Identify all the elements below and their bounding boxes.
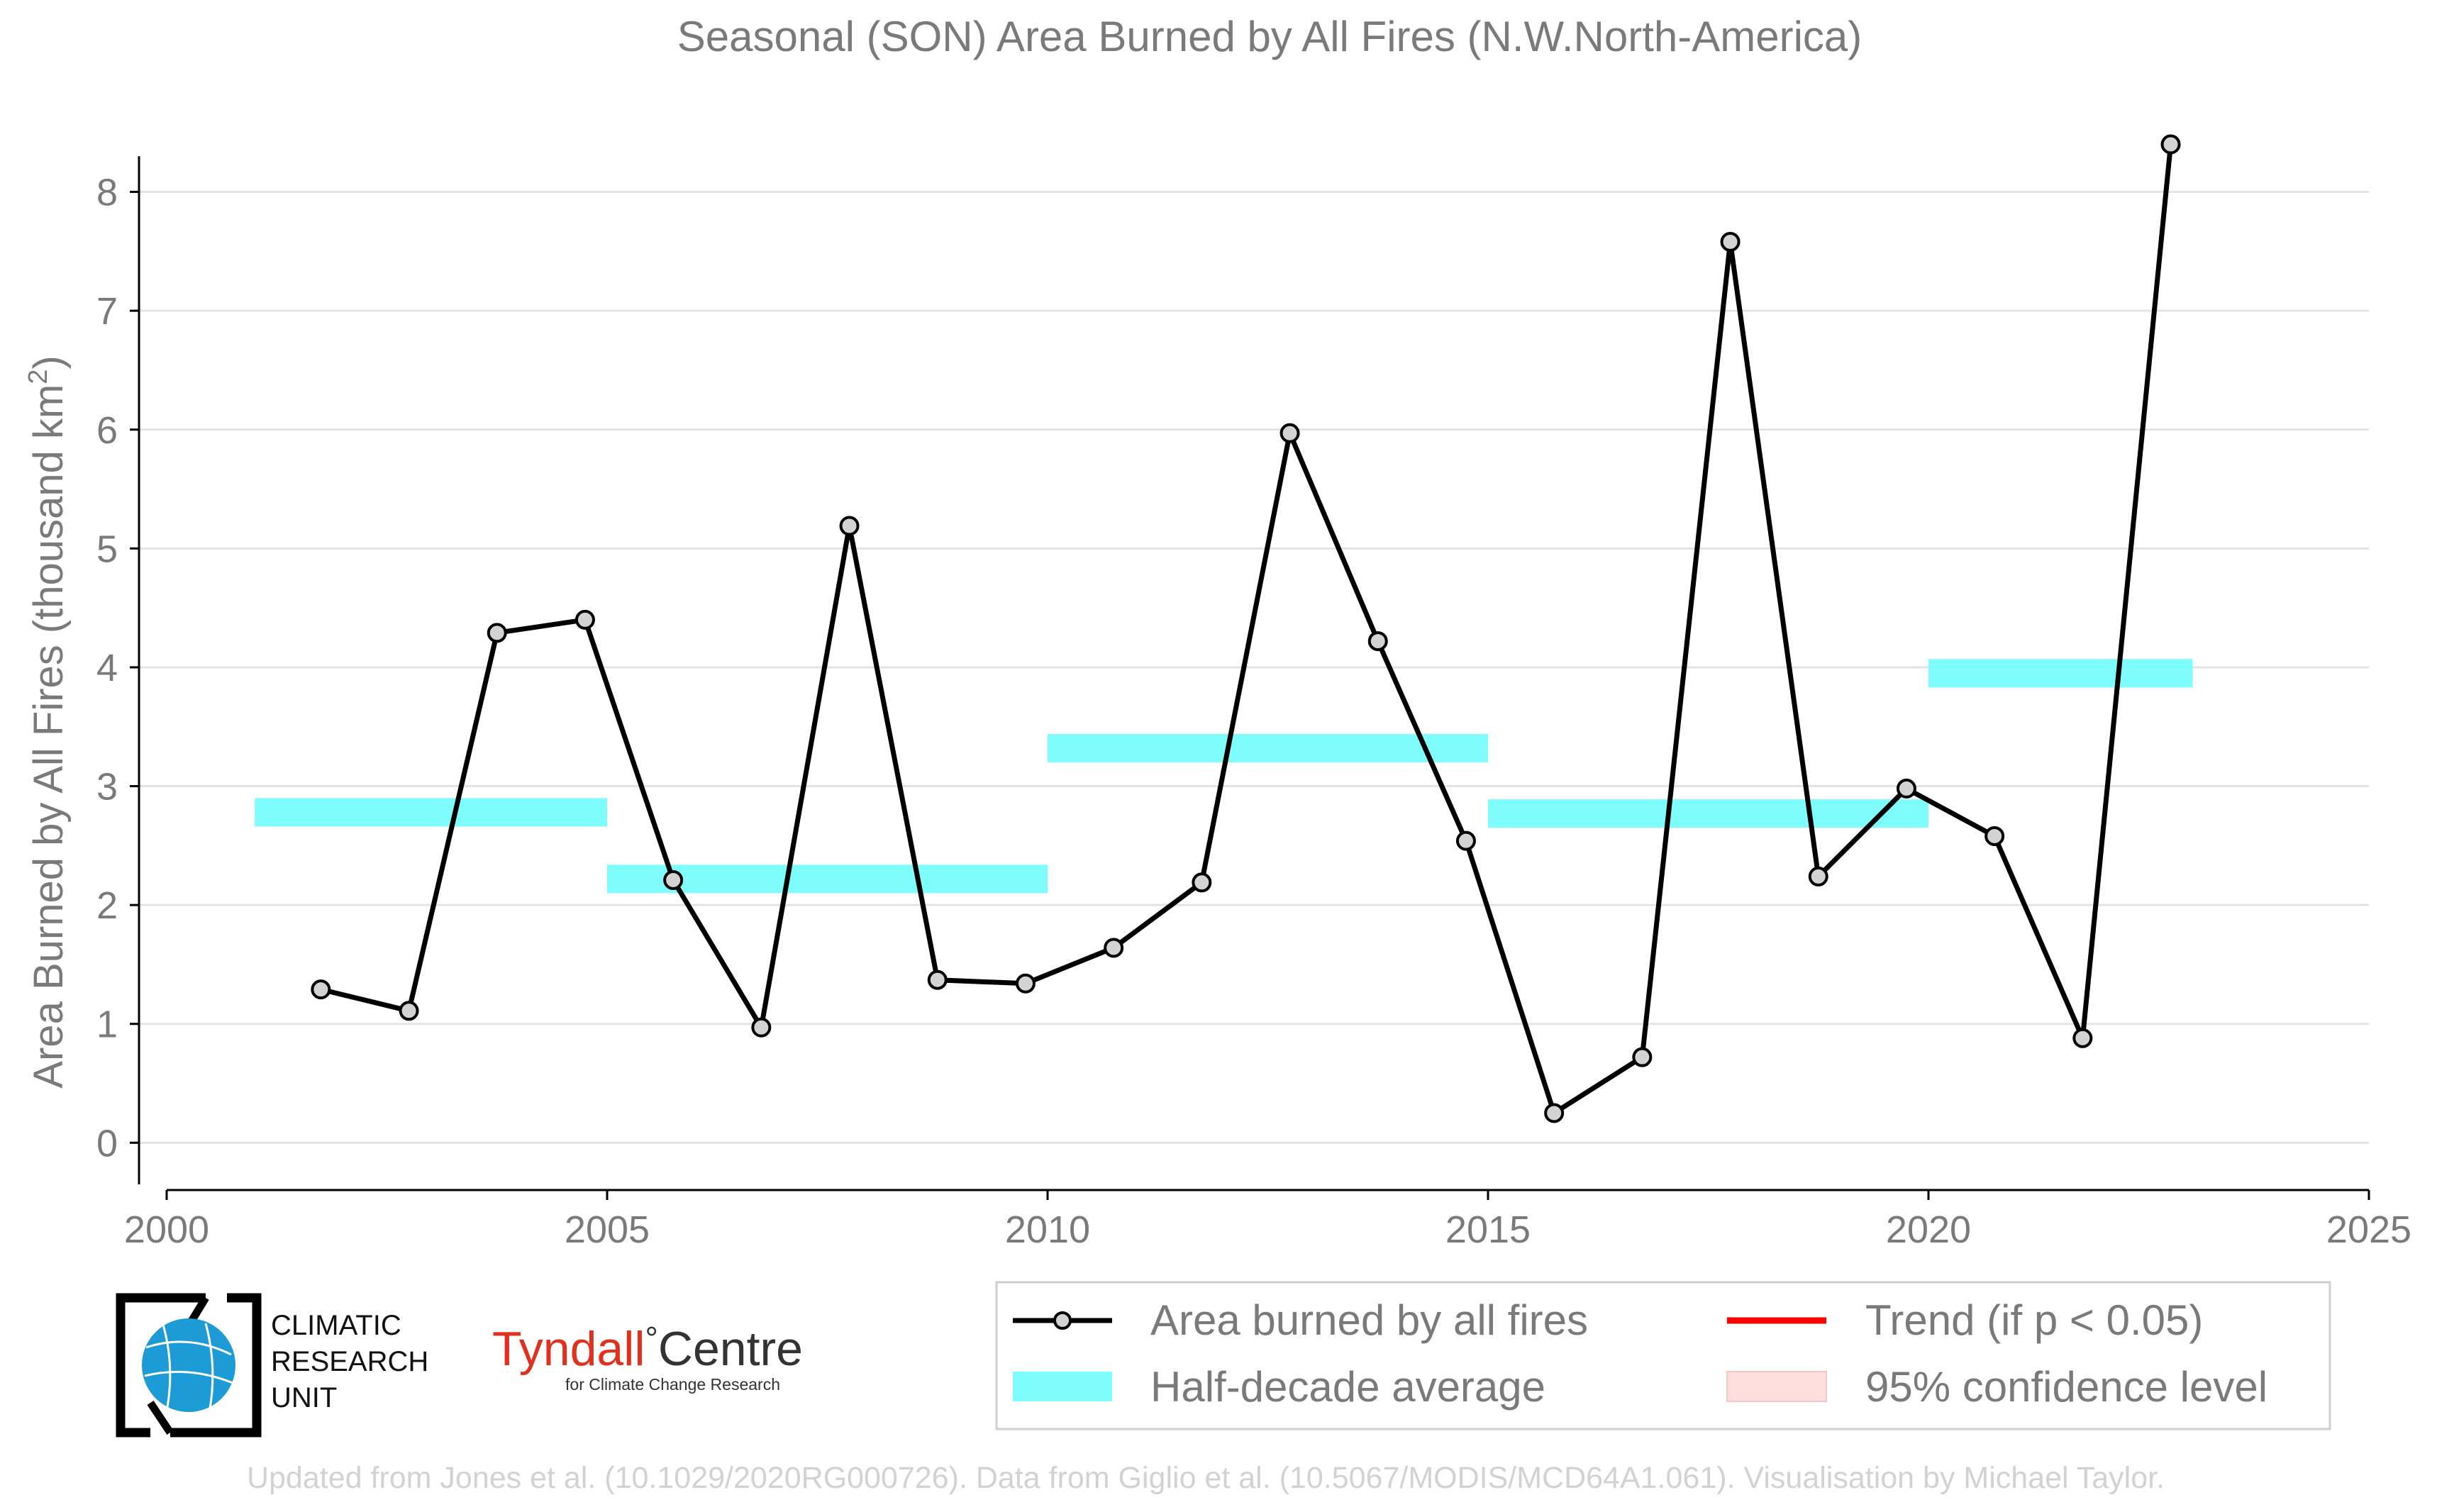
x-tick-label-2025: 2025 xyxy=(2326,1208,2411,1251)
cru-text-3: UNIT xyxy=(271,1382,337,1413)
legend-label-trend: Trend (if p < 0.05) xyxy=(1865,1296,2203,1344)
legend: Area burned by all fires Trend (if p < 0… xyxy=(995,1281,2331,1430)
cru-text-1: CLIMATIC xyxy=(271,1310,401,1341)
data-point-18 xyxy=(1896,778,1916,799)
tyndall-degree: ° xyxy=(645,1320,657,1357)
credits: Updated from Jones et al. (10.1029/2020R… xyxy=(247,1461,2165,1495)
legend-label-half-decade: Half-decade average xyxy=(1150,1363,1545,1411)
data-point-5 xyxy=(751,1017,772,1038)
y-tick-label-0: 0 xyxy=(96,1122,118,1164)
series-markers xyxy=(311,134,2181,1123)
cru-logo-frame xyxy=(116,1293,262,1438)
half-decade-bar-3 xyxy=(1488,799,1928,828)
legend-swatch-confidence xyxy=(1726,1371,1827,1402)
legend-swatch-half-decade xyxy=(1013,1372,1112,1401)
globe-icon-meridian-1 xyxy=(145,1340,232,1356)
y-axis-title-close: ) xyxy=(26,355,72,369)
tyndall-logo: Tyndall°Centre for Climate Change Resear… xyxy=(492,1320,803,1394)
data-point-2 xyxy=(487,623,507,643)
data-point-15 xyxy=(1632,1047,1653,1067)
y-tick-label-1: 1 xyxy=(96,1004,118,1046)
y-tick-label-5: 5 xyxy=(96,528,118,570)
data-point-4 xyxy=(663,869,684,890)
gridlines xyxy=(139,191,2369,1144)
y-axis-title: Area Burned by All Fires (thousand km2) xyxy=(23,355,72,1088)
globe-icon xyxy=(142,1318,235,1412)
tyndall-centre: Centre xyxy=(658,1322,803,1376)
legend-label-series: Area burned by all fires xyxy=(1150,1296,1588,1344)
x-tick-label-2010: 2010 xyxy=(1005,1208,1090,1251)
data-point-14 xyxy=(1544,1103,1565,1123)
axes: 0 1 2 3 4 5 6 7 8 2000 2005 2010 2015 2020 2025 xyxy=(96,156,2411,1251)
data-point-12 xyxy=(1367,631,1388,652)
data-point-13 xyxy=(1455,830,1476,851)
y-tick-label-8: 8 xyxy=(96,172,118,214)
y-tick-label-7: 7 xyxy=(96,290,118,333)
half-decade-bar-0 xyxy=(255,798,607,827)
data-point-9 xyxy=(1104,938,1124,958)
y-tick-label-4: 4 xyxy=(96,647,118,689)
cru-logo: CLIMATIC RESEARCH UNIT xyxy=(116,1293,428,1438)
data-point-19 xyxy=(1984,826,2005,846)
data-point-20 xyxy=(2072,1028,2093,1048)
data-point-6 xyxy=(839,516,860,536)
chart-title: Seasonal (SON) Area Burned by All Fires … xyxy=(677,13,1863,60)
data-point-17 xyxy=(1808,866,1828,886)
half-decade-bar-4 xyxy=(1928,659,2193,688)
x-tick-label-2000: 2000 xyxy=(124,1208,209,1251)
tyndall-subtitle: for Climate Change Research xyxy=(565,1375,780,1394)
series-line xyxy=(320,144,2174,1116)
y-tick-label-2: 2 xyxy=(96,884,118,927)
globe-icon-meridian-3 xyxy=(162,1324,172,1408)
tyndall-wordmark: Tyndall°Centre xyxy=(492,1320,803,1376)
x-tick-label-2020: 2020 xyxy=(1886,1208,1971,1251)
y-tick-label-6: 6 xyxy=(96,409,118,452)
legend-swatch-series-marker xyxy=(1053,1311,1072,1330)
globe-icon-meridian-4 xyxy=(204,1323,214,1409)
data-point-21 xyxy=(2160,134,2181,155)
legend-frame xyxy=(995,1281,2331,1430)
half-decade-bar-2 xyxy=(1048,733,1488,762)
data-point-8 xyxy=(1015,973,1036,994)
y-tick-label-3: 3 xyxy=(96,766,118,808)
data-point-7 xyxy=(927,969,948,990)
x-tick-label-2015: 2015 xyxy=(1445,1208,1531,1251)
legend-label-confidence: 95% confidence level xyxy=(1865,1363,2267,1411)
data-point-0 xyxy=(311,979,331,1000)
data-point-3 xyxy=(574,609,595,630)
data-point-16 xyxy=(1720,231,1741,252)
tyndall-word: Tyndall xyxy=(492,1322,645,1376)
data-point-11 xyxy=(1279,423,1300,443)
x-tick-label-2005: 2005 xyxy=(565,1208,650,1251)
data-point-10 xyxy=(1192,872,1212,893)
series-line-area-burned xyxy=(320,144,2174,1116)
globe-icon-meridian-2 xyxy=(144,1370,233,1384)
cru-text-2: RESEARCH xyxy=(271,1346,428,1377)
y-axis-title-main: Area Burned by All Fires (thousand km xyxy=(26,384,72,1089)
cru-logo-slash-bottom xyxy=(147,1400,174,1435)
data-point-1 xyxy=(399,1001,419,1021)
y-axis-title-superscript: 2 xyxy=(23,369,53,384)
